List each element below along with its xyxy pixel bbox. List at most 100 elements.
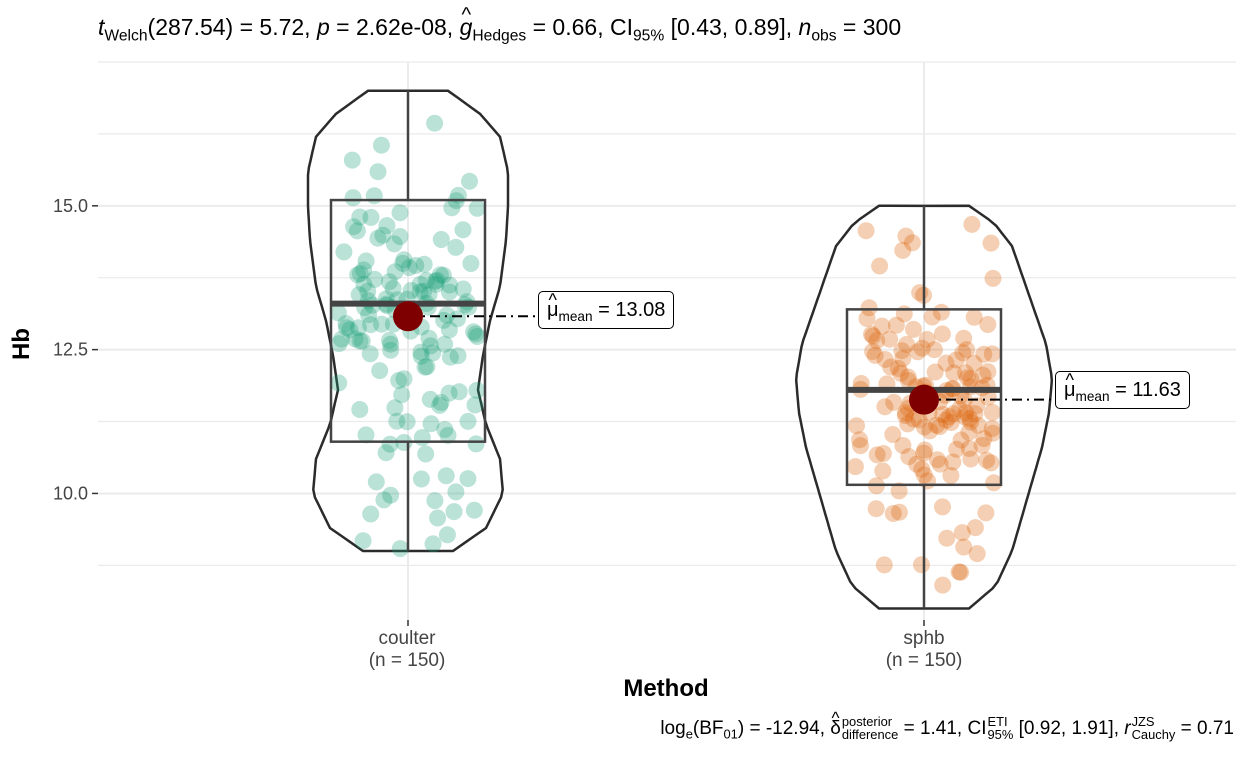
mean-point-coulter (393, 301, 423, 331)
data-point-sphb (948, 352, 965, 369)
bayes-caption: loge(BF01) = -12.94, δposteriordifferenc… (660, 716, 1234, 742)
data-point-coulter (436, 421, 453, 438)
data-point-sphb (955, 539, 972, 556)
data-point-sphb (871, 258, 888, 275)
data-point-coulter (345, 189, 362, 206)
data-point-sphb (864, 343, 881, 360)
stats-subtitle: tWelch(287.54) = 5.72, p = 2.62e-08, gHe… (98, 14, 901, 46)
data-point-coulter (425, 535, 442, 552)
data-point-sphb (984, 345, 1001, 362)
data-point-coulter (381, 332, 398, 349)
data-point-sphb (962, 414, 979, 431)
data-point-sphb (882, 359, 899, 376)
data-point-sphb (876, 398, 893, 415)
data-point-sphb (966, 309, 983, 326)
data-point-sphb (938, 530, 955, 547)
data-point-sphb (984, 404, 1001, 421)
data-point-sphb (933, 304, 950, 321)
data-point-coulter (392, 204, 409, 221)
data-point-sphb (896, 305, 913, 322)
data-point-coulter (468, 435, 485, 452)
data-point-coulter (412, 344, 429, 361)
data-point-sphb (931, 418, 948, 435)
data-point-coulter (399, 413, 416, 430)
data-point-coulter (469, 200, 486, 217)
data-point-sphb (858, 222, 875, 239)
data-point-coulter (451, 383, 468, 400)
x-tick-label-coulter: coulter (n = 150) (307, 628, 507, 672)
data-point-coulter (351, 401, 368, 418)
data-point-sphb (914, 340, 931, 357)
data-point-coulter (433, 231, 450, 248)
data-point-sphb (868, 500, 885, 517)
data-point-coulter (373, 316, 390, 333)
mean-label-sphb: μmean = 11.63 (1055, 371, 1190, 409)
data-point-sphb (904, 234, 921, 251)
data-point-coulter (446, 503, 463, 520)
data-point-coulter (443, 199, 460, 216)
data-point-sphb (962, 451, 979, 468)
data-point-sphb (911, 284, 928, 301)
data-point-sphb (927, 364, 944, 381)
data-point-coulter (390, 372, 407, 389)
data-point-coulter (461, 173, 478, 190)
data-point-sphb (934, 498, 951, 515)
data-point-sphb (929, 451, 946, 468)
data-point-coulter (429, 510, 446, 527)
data-point-sphb (847, 458, 864, 475)
data-point-coulter (344, 152, 361, 169)
data-point-coulter (467, 397, 484, 414)
data-point-coulter (366, 187, 383, 204)
data-point-coulter (426, 115, 443, 132)
data-point-sphb (905, 321, 922, 338)
data-point-sphb (885, 505, 902, 522)
data-point-sphb (851, 431, 868, 448)
data-point-coulter (349, 222, 366, 239)
data-point-coulter (387, 263, 404, 280)
data-point-sphb (985, 474, 1002, 491)
data-point-sphb (978, 452, 995, 469)
data-point-coulter (393, 386, 410, 403)
data-point-sphb (861, 299, 878, 316)
data-point-coulter (417, 446, 434, 463)
data-point-coulter (413, 471, 430, 488)
data-point-coulter (392, 540, 409, 557)
data-point-coulter (416, 256, 433, 273)
x-axis-title: Method (566, 675, 766, 703)
data-point-coulter (369, 230, 386, 247)
mean-point-sphb (909, 385, 939, 415)
data-point-coulter (428, 276, 445, 293)
data-point-coulter (362, 506, 379, 523)
data-point-sphb (977, 504, 994, 521)
data-point-coulter (447, 483, 464, 500)
data-point-sphb (955, 330, 972, 347)
axes: 10.0 12.5 15.0 (53, 196, 924, 626)
data-point-coulter (382, 436, 399, 453)
data-point-sphb (875, 445, 892, 462)
data-point-sphb (874, 318, 891, 335)
data-point-sphb (962, 371, 979, 388)
data-point-coulter (375, 491, 392, 508)
data-point-coulter (447, 239, 464, 256)
data-point-coulter (460, 413, 477, 430)
data-point-sphb (944, 454, 961, 471)
data-point-coulter (355, 532, 372, 549)
data-point-coulter (412, 276, 429, 293)
data-point-coulter (468, 382, 485, 399)
data-point-coulter (467, 326, 484, 343)
data-point-sphb (963, 216, 980, 233)
data-point-coulter (455, 221, 472, 238)
data-point-coulter (439, 526, 456, 543)
data-point-sphb (975, 430, 992, 447)
data-point-coulter (466, 502, 483, 519)
data-point-sphb (913, 556, 930, 573)
data-point-sphb (983, 235, 1000, 252)
x-tick-label-sphb: sphb (n = 150) (824, 628, 1024, 672)
data-point-sphb (874, 463, 891, 480)
data-point-sphb (876, 556, 893, 573)
data-point-sphb (934, 326, 951, 343)
y-tick-label: 15.0 (53, 196, 88, 216)
grid-lines (98, 62, 1236, 620)
data-point-sphb (967, 519, 984, 536)
data-point-sphb (985, 270, 1002, 287)
